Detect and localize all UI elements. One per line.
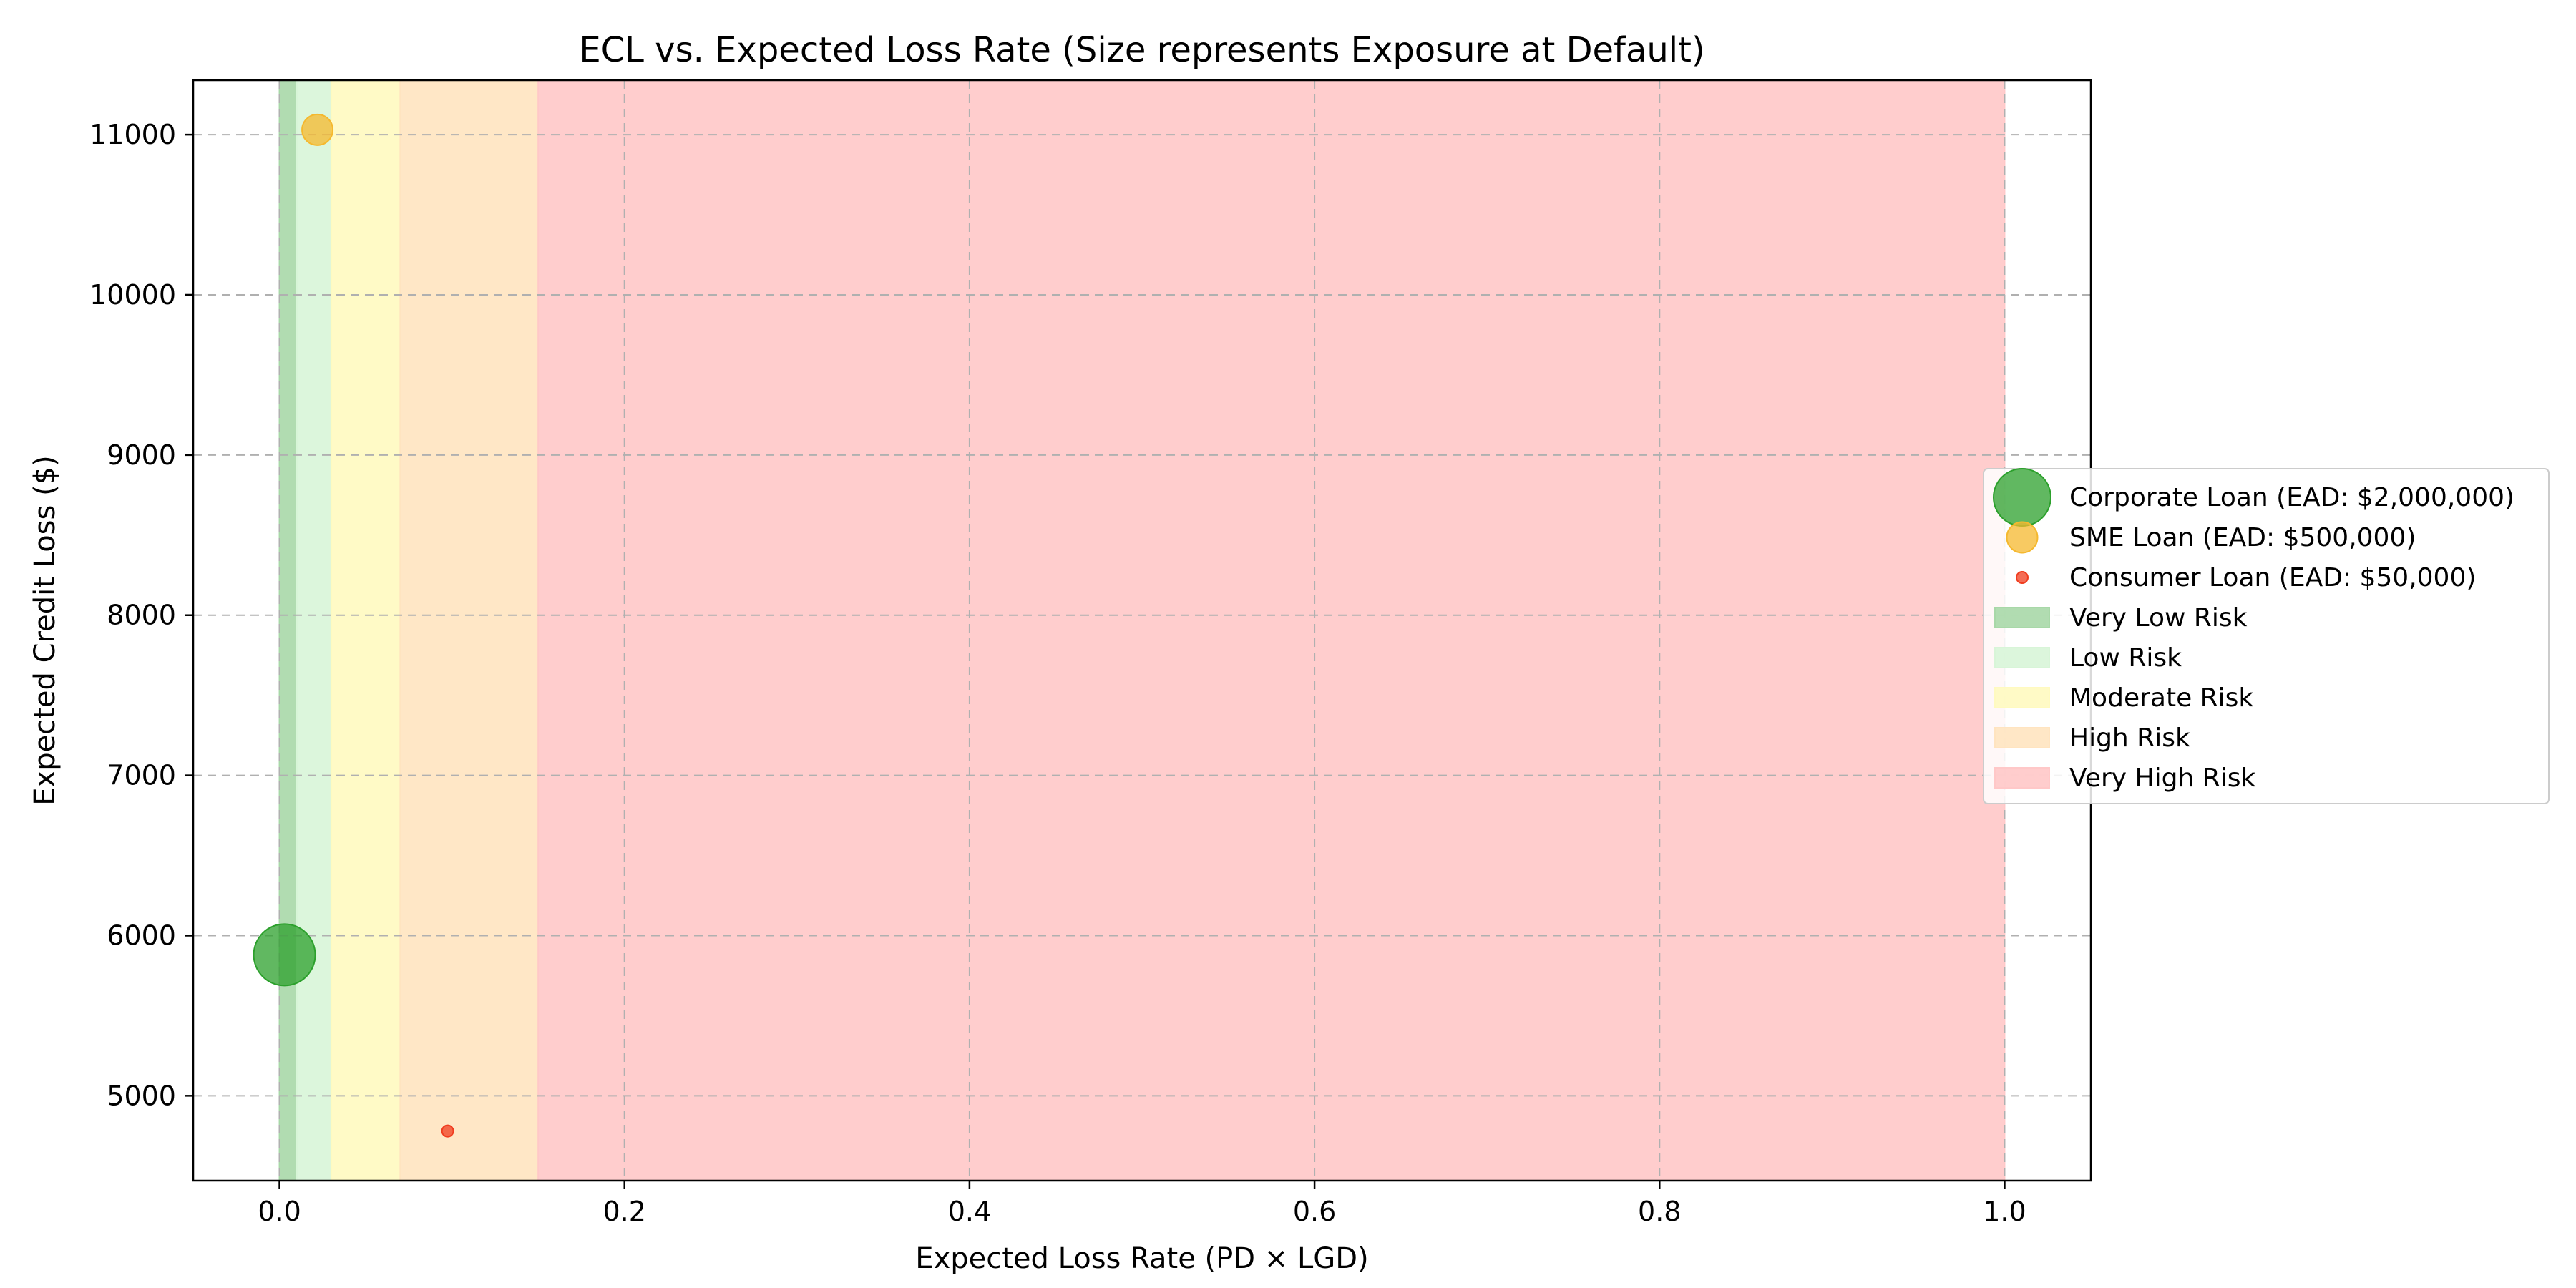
legend-item: High Risk <box>1994 723 2190 753</box>
legend-swatch <box>1994 687 2050 708</box>
data-points <box>253 113 454 1138</box>
legend-item: Consumer Loan (EAD: $50,000) <box>2016 563 2476 592</box>
x-axis-title: Expected Loss Rate (PD × LGD) <box>915 1242 1368 1275</box>
legend-swatch <box>1994 647 2050 668</box>
legend: Corporate Loan (EAD: $2,000,000) SME Loan… <box>1983 468 2550 804</box>
x-tick-label: 0.6 <box>1293 1196 1336 1227</box>
y-axis-ticks: 5000 6000 7000 8000 9000 10000 11000 <box>89 119 193 1111</box>
legend-marker <box>2006 521 2039 554</box>
chart-title: ECL vs. Expected Loss Rate (Size represe… <box>579 30 1704 70</box>
legend-label: High Risk <box>2069 723 2190 753</box>
y-tick-label: 8000 <box>107 600 176 631</box>
grid <box>193 80 2091 1181</box>
x-tick-label: 0.8 <box>1638 1196 1681 1227</box>
legend-item: Very Low Risk <box>1994 603 2248 633</box>
x-tick-label: 1.0 <box>1983 1196 2026 1227</box>
legend-swatch <box>1994 607 2050 628</box>
x-tick-label: 0.2 <box>603 1196 646 1227</box>
x-axis-ticks: 0.0 0.2 0.4 0.6 0.8 1.0 <box>258 1181 2026 1227</box>
y-tick-label: 9000 <box>107 439 176 471</box>
legend-marker <box>2016 571 2029 584</box>
legend-label: Very High Risk <box>2069 763 2255 793</box>
y-tick-label: 11000 <box>89 119 176 150</box>
x-tick-label: 0.4 <box>948 1196 991 1227</box>
legend-swatch <box>1994 727 2050 748</box>
legend-item: Moderate Risk <box>1994 683 2253 713</box>
y-tick-label: 10000 <box>89 279 176 311</box>
legend-marker <box>1993 468 2051 527</box>
legend-label: Corporate Loan (EAD: $2,000,000) <box>2069 483 2514 512</box>
point-consumer-loan <box>441 1124 454 1138</box>
legend-item: Very High Risk <box>1994 763 2255 793</box>
legend-box <box>1983 468 2550 804</box>
risk-band-very-high-risk <box>537 79 2006 1181</box>
legend-label: Moderate Risk <box>2069 683 2253 713</box>
legend-swatch <box>1994 767 2050 789</box>
point-sme-loan <box>301 113 334 146</box>
legend-item: Low Risk <box>1994 643 2182 673</box>
legend-label: Consumer Loan (EAD: $50,000) <box>2069 563 2476 592</box>
y-tick-label: 5000 <box>107 1080 176 1111</box>
risk-bands <box>278 79 2006 1181</box>
y-tick-label: 6000 <box>107 919 176 951</box>
legend-item: Corporate Loan (EAD: $2,000,000) <box>1993 468 2514 527</box>
risk-band-moderate-risk <box>330 79 401 1181</box>
y-axis-title: Expected Credit Loss ($) <box>29 455 62 805</box>
legend-label: Very Low Risk <box>2069 603 2248 633</box>
risk-band-high-risk <box>399 79 540 1181</box>
legend-label: SME Loan (EAD: $500,000) <box>2069 523 2416 552</box>
risk-band-very-low-risk <box>278 79 298 1181</box>
legend-label: Low Risk <box>2069 643 2182 673</box>
y-tick-label: 7000 <box>107 760 176 791</box>
point-corporate-loan <box>253 923 316 987</box>
x-tick-label: 0.0 <box>258 1196 301 1227</box>
legend-item: SME Loan (EAD: $500,000) <box>2006 521 2416 554</box>
risk-band-low-risk <box>296 79 332 1181</box>
